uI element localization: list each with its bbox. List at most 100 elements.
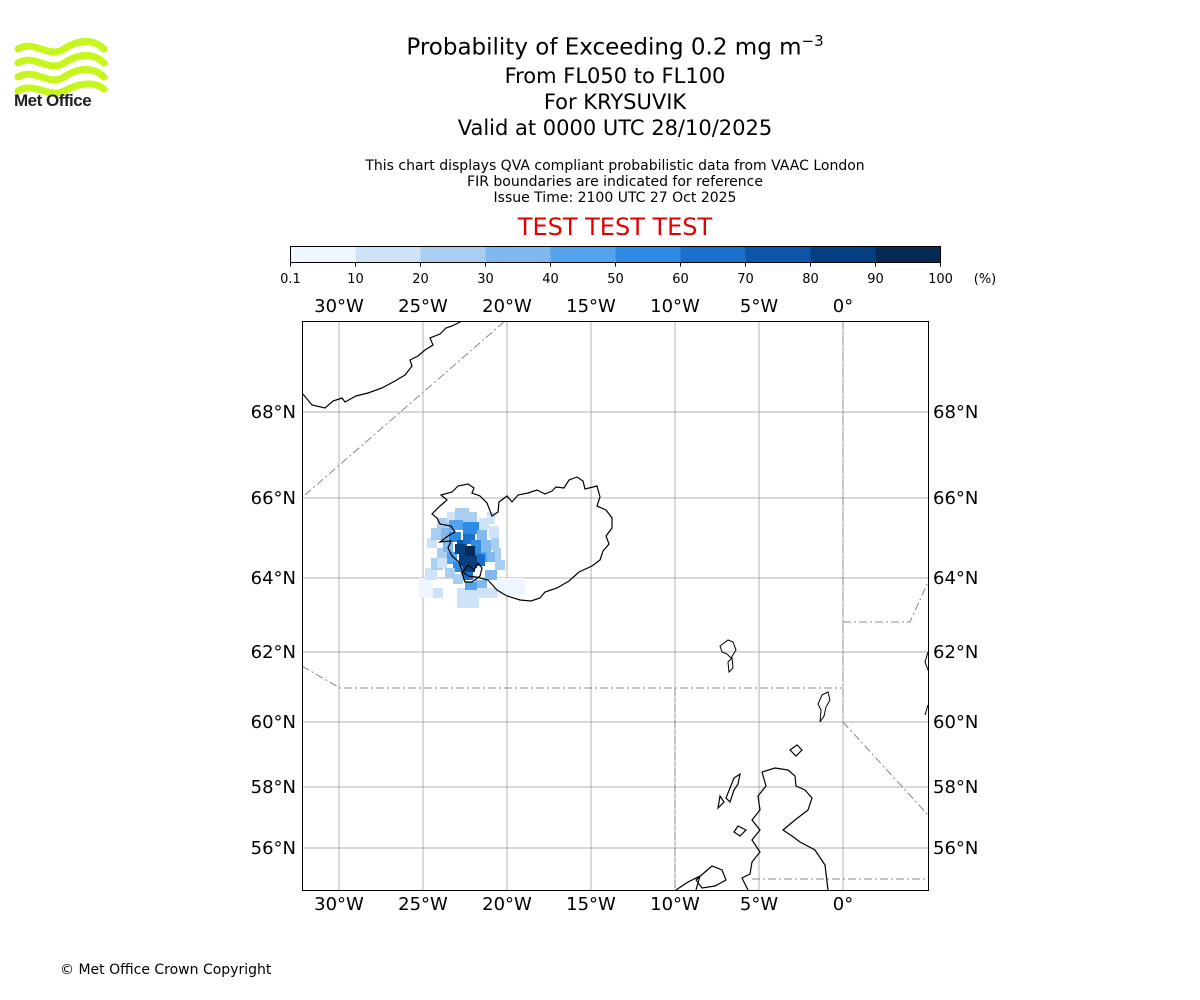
colorbar-tick-label: 50 [607,272,624,287]
lon-label: 30°W [314,894,364,915]
ash-probability-cell [489,526,499,538]
latitude-labels-left: 68°N 66°N 64°N 62°N 60°N 58°N 56°N [251,402,296,859]
lon-label: 25°W [398,296,448,317]
greenland-coastline [302,321,463,409]
ash-probability-cell [463,522,479,534]
longitude-labels-bottom: 30°W 25°W 20°W 15°W 10°W 5°W 0° [314,894,853,915]
lat-label: 56°N [251,838,296,859]
ash-probability-cell [437,558,447,568]
lat-label: 58°N [251,777,296,798]
colorbar-tick-label: 90 [867,272,884,287]
lon-label: 20°W [482,894,532,915]
ash-probability-cell [463,562,475,572]
lat-label: 64°N [251,568,296,589]
lat-label: 56°N [933,838,978,859]
lon-label: 25°W [398,894,448,915]
ash-probability-cell [459,588,471,598]
lon-label: 0° [833,296,853,317]
colorbar-tick-label: 30 [477,272,494,287]
lat-label: 66°N [251,488,296,509]
colorbar-tick-label: 80 [802,272,819,287]
norway-coastline [924,651,928,716]
colorbar-tick-label: 60 [672,272,689,287]
colorbar-band [745,246,811,263]
ash-probability-cell [463,534,475,544]
ash-probability-cell [487,552,495,562]
colorbar-tick-label: 100 [928,272,953,287]
lat-label: 58°N [933,777,978,798]
colorbar-band [550,246,616,263]
colorbar-tick-label: 40 [542,272,559,287]
lon-label: 20°W [482,296,532,317]
ash-probability-cell [453,562,463,572]
ash-probability-cell [449,532,461,542]
colorbar-band [810,246,876,263]
colorbar-unit: (%) [974,272,997,287]
ash-probability-cell [465,546,475,556]
lon-label: 5°W [740,894,778,915]
ash-probability-cell [487,512,495,524]
ash-probability-cell [481,540,491,552]
title-line-3: For KRYSUVIK [543,89,687,114]
chart-notes: This chart displays QVA compliant probab… [290,158,940,206]
ash-probability-cell [443,540,453,552]
ash-probability-cell [447,552,457,564]
lat-label: 60°N [933,712,978,733]
ash-probability-cell [479,518,489,530]
lat-label: 66°N [933,488,978,509]
colorbar-tick-label: 20 [412,272,429,287]
ash-probability-cell [465,582,477,590]
reykjanes-coastline [461,561,483,583]
ash-probability-field [419,508,525,608]
colorbar-band [355,246,421,263]
colorbar-band [420,246,486,263]
title-line-1: Probability of Exceeding 0.2 mg m−3 [406,32,824,61]
colorbar-band [680,246,746,263]
ash-probability-cell [455,544,465,554]
ash-probability-cell [449,520,463,530]
lon-label: 15°W [566,296,616,317]
colorbar-tick-label: 70 [737,272,754,287]
lat-label: 60°N [251,712,296,733]
ash-probability-cell [493,548,501,560]
lon-label: 10°W [650,296,700,317]
lat-label: 62°N [251,642,296,663]
map-frame [302,321,929,891]
colorbar-tick-label: 10 [347,272,364,287]
lat-label: 62°N [933,642,978,663]
chart-title: Probability of Exceeding 0.2 mg m−3 From… [290,27,940,141]
ash-probability-cell [425,568,437,580]
lat-label: 64°N [933,568,978,589]
note-issue-time: Issue Time: 2100 UTC 27 Oct 2025 [493,190,737,206]
met-office-logo-waves [14,38,108,97]
colorbar-tick-label: 0.1 [280,272,301,287]
ash-probability-cell [475,554,485,566]
lat-label: 68°N [251,402,296,423]
copyright-text: © Met Office Crown Copyright [60,962,272,978]
ash-probability-cell [437,548,447,558]
ash-probability-cell [445,568,455,578]
note-fir: FIR boundaries are indicated for referen… [467,174,763,190]
map: 30°W 25°W 20°W 15°W 10°W 5°W 0° 30°W 25°… [251,296,979,915]
fir-boundaries [302,321,928,890]
iceland-coastline [431,476,613,602]
lon-label: 0° [833,894,853,915]
graticule [302,321,928,890]
ash-probability-cell [463,512,477,522]
lon-label: 30°W [314,296,364,317]
ash-probability-cell [453,574,463,584]
ash-probability-cell [477,530,487,542]
lon-label: 10°W [650,894,700,915]
ash-probability-cell [497,578,525,596]
title-line-2: From FL050 to FL100 [504,63,726,88]
lon-label: 15°W [566,894,616,915]
faroe-islands [719,639,737,674]
ash-probability-cell [485,570,497,580]
shetland-islands [817,691,831,723]
note-qva: This chart displays QVA compliant probab… [365,158,865,174]
ash-probability-cell [427,538,437,548]
title-line-4: Valid at 0000 UTC 28/10/2025 [457,115,773,140]
colorbar-band [485,246,551,263]
lat-label: 68°N [933,402,978,423]
ash-probability-cell [491,538,499,550]
